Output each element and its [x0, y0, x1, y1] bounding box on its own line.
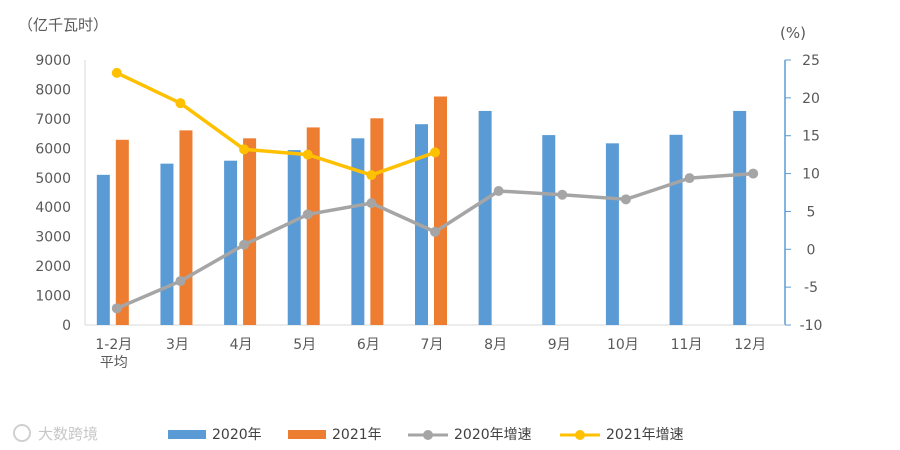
- left-tick-label: 9000: [35, 53, 71, 69]
- bar-2021年: [115, 139, 129, 325]
- point-2020年增速: [366, 198, 377, 209]
- bar-2021年: [179, 130, 193, 325]
- point-2020年增速: [239, 239, 250, 250]
- bar-2020年: [160, 163, 174, 325]
- point-2020年增速: [302, 209, 313, 220]
- bar-2020年: [669, 134, 683, 325]
- right-axis-unit: (%): [780, 24, 806, 42]
- bar-2020年: [96, 174, 110, 325]
- x-tick-label: 5月: [293, 337, 316, 353]
- right-tick-label: 5: [807, 204, 816, 220]
- point-2020年增速: [493, 185, 504, 196]
- left-tick-label: 2000: [35, 259, 71, 275]
- point-2021年增速: [239, 144, 250, 155]
- point-2020年增速: [557, 189, 568, 200]
- bar-2020年: [478, 110, 492, 325]
- left-tick-label: 8000: [35, 82, 71, 98]
- x-tick-label: 11月: [671, 337, 703, 353]
- watermark-logo-icon: [13, 424, 31, 442]
- bar-2020年: [351, 138, 365, 325]
- point-2020年增速: [430, 226, 440, 237]
- legend-marker: [575, 430, 585, 440]
- left-tick-label: 0: [62, 318, 71, 334]
- x-tick-label: 4月: [230, 337, 253, 353]
- left-tick-label: 1000: [35, 289, 71, 305]
- legend-swatch: [168, 430, 206, 439]
- legend: 2020年 2021年 2020年增速 2021年增速: [168, 427, 684, 443]
- bar-2020年: [542, 135, 556, 325]
- point-2021年增速: [302, 149, 313, 160]
- left-tick-label: 4000: [35, 200, 71, 216]
- bar-2021年: [306, 127, 320, 325]
- legend-marker: [423, 430, 433, 440]
- point-2020年增速: [620, 194, 631, 205]
- point-2021年增速: [366, 170, 377, 181]
- watermark-text: 大数跨境: [38, 425, 98, 443]
- point-2020年增速: [175, 276, 186, 287]
- x-tick-label: 6月: [357, 337, 380, 353]
- line-2021年增速: [116, 71, 436, 177]
- x-tick-label: 12月: [734, 337, 766, 353]
- right-tick-label: 25: [802, 53, 820, 69]
- left-tick-label: 5000: [35, 171, 71, 187]
- point-2021年增速: [430, 147, 440, 158]
- bar-2021年: [370, 118, 384, 325]
- lines: [111, 67, 759, 314]
- right-tick-label: 10: [802, 167, 820, 183]
- bar-2021年: [434, 96, 447, 325]
- right-tick-label: 0: [807, 242, 816, 258]
- x-tick-label: 3月: [166, 337, 189, 353]
- right-tick-label: 15: [802, 129, 820, 145]
- point-2020年增速: [111, 303, 122, 314]
- right-tick-label: 20: [802, 91, 820, 107]
- left-tick-label: 3000: [35, 230, 71, 246]
- legend-swatch: [288, 430, 326, 439]
- point-2021年增速: [175, 98, 186, 109]
- bar-2020年: [224, 160, 238, 325]
- legend-label: 2021年: [332, 427, 382, 443]
- legend-label: 2021年增速: [606, 427, 684, 443]
- legend-label: 2020年: [212, 427, 262, 443]
- point-2020年增速: [684, 173, 695, 184]
- bar-2020年: [733, 110, 747, 325]
- right-tick-label: -5: [804, 280, 818, 296]
- bar-2021年: [243, 138, 257, 325]
- x-tick-label: 1-2月平均: [95, 337, 132, 371]
- legend-label: 2020年增速: [454, 427, 532, 443]
- axes: 0 1000 2000 3000 4000 5000 6000 7000 8000 9000 -10…: [35, 53, 822, 334]
- x-tick-label: 7月: [421, 337, 444, 353]
- left-axis-unit: （亿千瓦时）: [18, 16, 108, 34]
- bar-2020年: [287, 150, 301, 325]
- x-tick-label: 10月: [607, 337, 639, 353]
- watermark: 大数跨境: [13, 424, 98, 443]
- x-tick-label: 8月: [484, 337, 507, 353]
- left-tick-label: 7000: [35, 112, 71, 128]
- bar-2020年: [605, 143, 619, 325]
- point-2021年增速: [111, 67, 122, 78]
- bars: [96, 96, 747, 325]
- x-tick-label: 9月: [548, 337, 571, 353]
- right-tick-label: -10: [800, 318, 823, 334]
- point-2020年增速: [748, 168, 759, 179]
- x-tick-labels: 1-2月平均 3月 4月 5月 6月 7月 8月 9月 10月 11月 12月: [95, 337, 766, 371]
- left-tick-label: 6000: [35, 141, 71, 157]
